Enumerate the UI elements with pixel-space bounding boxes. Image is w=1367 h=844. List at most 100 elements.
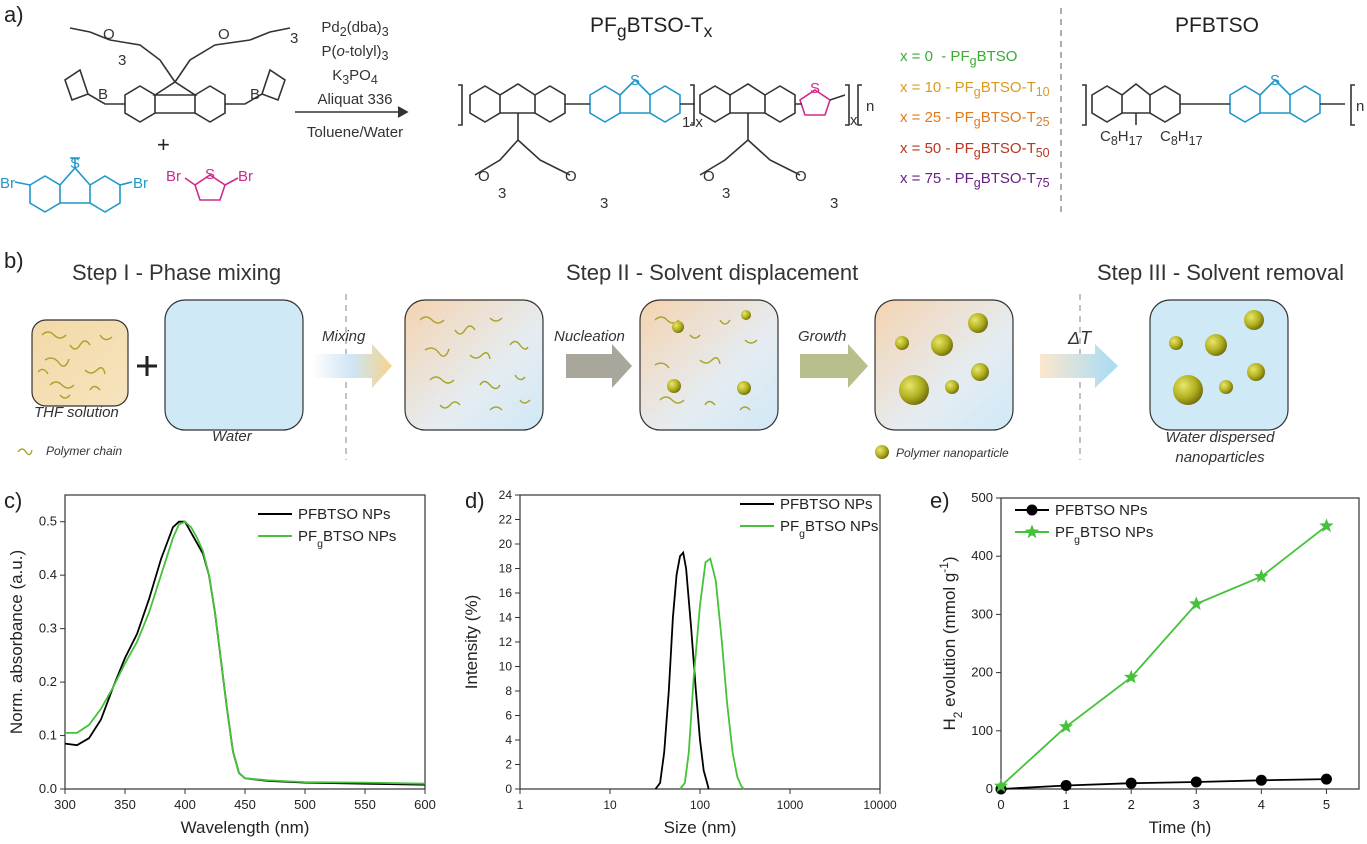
- atom-s-btso: S: [70, 155, 81, 172]
- y-tick-label: 0.3: [39, 621, 57, 636]
- nanoparticle-icon: [875, 445, 889, 459]
- ref-s: S: [1270, 72, 1281, 89]
- atom-s-product-thiophene: S: [810, 80, 821, 97]
- atom-s-thiophene: S: [205, 166, 216, 183]
- reaction-scheme: [14, 8, 1355, 215]
- atom-br-3: Br: [166, 168, 181, 185]
- dibromo-btso-monomer: [14, 157, 133, 213]
- y-tick-label: 2: [505, 758, 512, 772]
- x-tick-label: 0: [997, 797, 1004, 812]
- legend-label-1: PFBTSO NPs: [298, 506, 391, 523]
- mixed-box: [404, 299, 544, 431]
- y-tick-label: 24: [499, 488, 513, 502]
- legend-label-1: PFBTSO NPs: [1055, 502, 1148, 519]
- data-point: [1189, 596, 1204, 610]
- x-tick-label: 100: [690, 798, 710, 812]
- legend-marker: [1024, 524, 1040, 539]
- x-tick-label: 450: [234, 797, 256, 812]
- y-tick-label: 18: [499, 562, 513, 576]
- ref-c8h17-right: C8H17: [1160, 128, 1203, 148]
- nucleation-box: [639, 299, 779, 431]
- y-axis-label: Intensity (%): [462, 595, 481, 689]
- condition-4: Aliquat 336: [317, 91, 393, 108]
- data-point: [1059, 719, 1074, 733]
- x-tick-label: 400: [174, 797, 196, 812]
- fluorene-boronate-monomer: [64, 27, 291, 123]
- series-line-1: [654, 550, 710, 790]
- y-tick-label: 8: [505, 684, 512, 698]
- y-tick-label: 0: [986, 781, 993, 796]
- panel-e-label: e): [930, 488, 950, 513]
- pfbtso-structure: [1082, 78, 1355, 126]
- ref-n: n: [1356, 98, 1365, 115]
- subscript-n: n: [866, 98, 875, 115]
- reference-title: PFBTSO: [1175, 14, 1260, 37]
- product-o-3: O: [703, 168, 715, 185]
- legend-label-2: PFgBTSO NPs: [780, 518, 878, 540]
- panel-d-label: d): [465, 488, 485, 513]
- arrow-label-nucleation: Nucleation: [554, 328, 625, 345]
- legend-label-1: PFBTSO NPs: [780, 496, 873, 513]
- step-1-title: Step I - Phase mixing: [72, 260, 282, 285]
- x-tick-label: 10: [603, 798, 617, 812]
- atom-o-chain-left: O: [103, 26, 115, 43]
- y-tick-label: 14: [499, 611, 513, 625]
- x-tick-label: 3: [1193, 797, 1200, 812]
- nanoparticle-caption: Polymer nanoparticle: [896, 446, 1009, 460]
- x-tick-label: 5: [1323, 797, 1330, 812]
- step-3-title: Step III - Solvent removal: [1097, 260, 1344, 285]
- variant-x50: x = 50 - PFgBTSO-T50: [900, 139, 1050, 160]
- x-tick-label: 2: [1128, 797, 1135, 812]
- y-tick-label: 100: [971, 723, 993, 738]
- product-o-2: O: [565, 168, 577, 185]
- product-repeat-3-3: 3: [722, 185, 731, 202]
- y-tick-label: 0.2: [39, 674, 57, 689]
- x-tick-label: 1: [1062, 797, 1069, 812]
- arrow-nucleation: [566, 344, 632, 388]
- data-point: [1190, 776, 1202, 788]
- water-caption: Water: [212, 428, 252, 445]
- x-tick-label: 350: [114, 797, 136, 812]
- x-axis-label: Size (nm): [664, 818, 737, 837]
- y-tick-label: 22: [499, 513, 513, 527]
- size-distribution-chart: 1 10 100 1000 10000024681012141618202224Size…: [462, 488, 897, 837]
- arrow-label-growth: Growth: [798, 328, 847, 345]
- y-tick-label: 500: [971, 490, 993, 505]
- y-tick-label: 12: [499, 635, 513, 649]
- data-point: [1124, 669, 1139, 684]
- series-line-2: [679, 557, 745, 790]
- y-tick-label: 20: [499, 537, 513, 551]
- variant-x25: x = 25 - PFgBTSO-T25: [900, 109, 1050, 129]
- y-axis-label: Norm. absorbance (a.u.): [7, 550, 26, 734]
- y-tick-label: 10: [499, 660, 513, 674]
- product-o-1: O: [478, 168, 490, 185]
- legend-label-2: PFgBTSO NPs: [1055, 524, 1153, 546]
- growth-box: [874, 299, 1014, 431]
- y-tick-label: 0.5: [39, 514, 57, 529]
- panel-c-label: c): [4, 488, 23, 513]
- thf-solution-box: [31, 319, 129, 407]
- y-tick-label: 300: [971, 606, 993, 621]
- condition-3: K3PO4: [332, 67, 378, 87]
- atom-br-1: Br: [0, 175, 15, 192]
- subscript-1-x: 1-x: [682, 114, 703, 131]
- y-tick-label: 0.0: [39, 781, 57, 796]
- plot-frame: [1000, 497, 1360, 790]
- y-tick-label: 0.1: [39, 728, 57, 743]
- reaction-solvent: Toluene/Water: [306, 124, 404, 141]
- polymer-chain-icon: [17, 448, 33, 456]
- atom-o-chain-right: O: [218, 26, 230, 43]
- dispersed-caption-line-1: Water dispersed: [1165, 429, 1275, 446]
- x-tick-label: 500: [294, 797, 316, 812]
- y-axis-label: H2 evolution (mmol g-1): [937, 556, 965, 730]
- panel-b-label: b): [4, 248, 24, 273]
- x-tick-label: 600: [414, 797, 436, 812]
- product-title: PFgBTSO-Tx: [590, 14, 713, 42]
- condition-2: P(o-tolyl)3: [321, 43, 389, 63]
- atom-br-4: Br: [238, 168, 253, 185]
- panel-a-label: a): [4, 2, 24, 27]
- data-point: [1125, 777, 1137, 789]
- product-repeat-3-2: 3: [600, 195, 609, 212]
- series-line-2: [1000, 525, 1328, 787]
- x-axis-label: Wavelength (nm): [181, 818, 310, 837]
